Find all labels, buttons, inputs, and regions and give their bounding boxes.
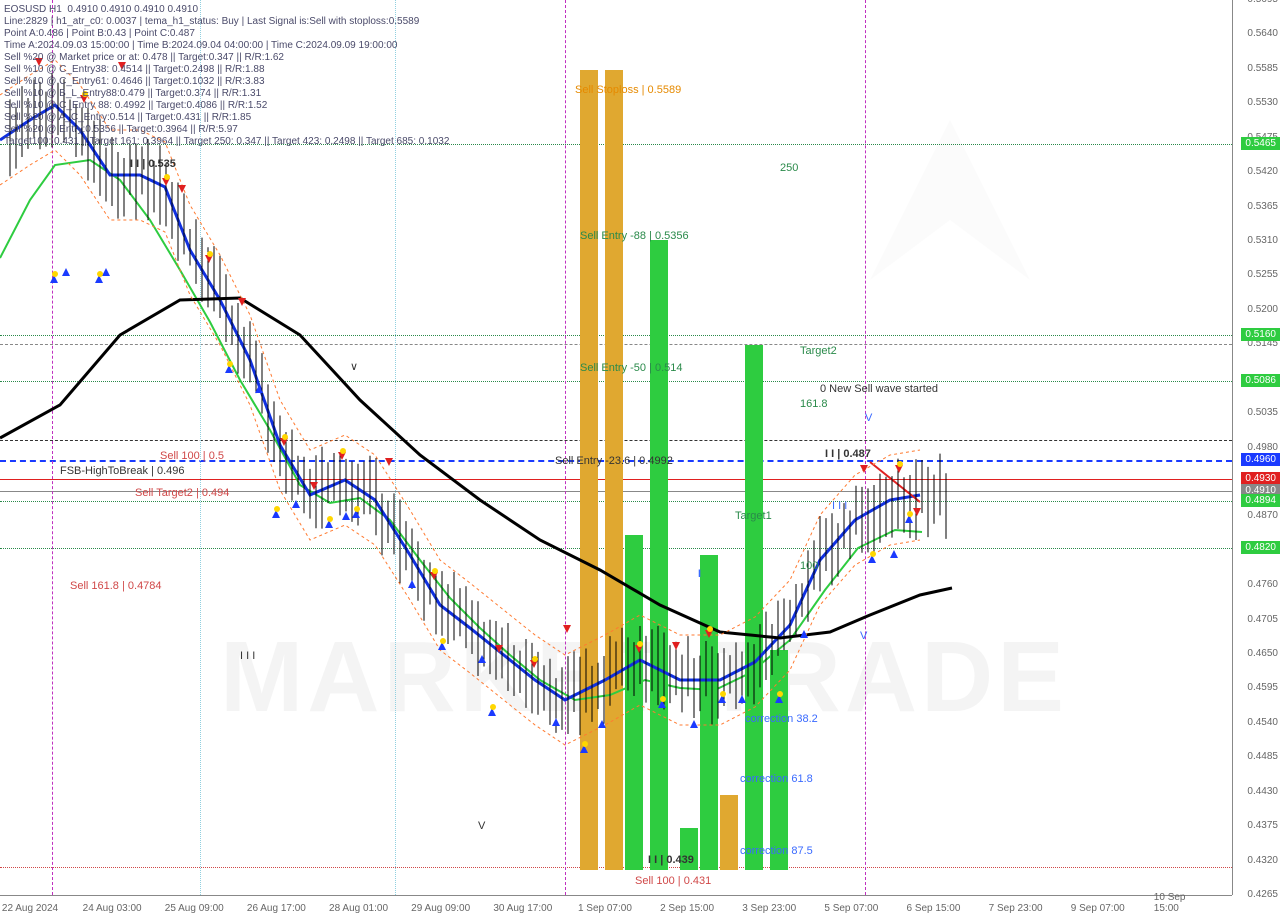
v-mark-3: V [865,412,872,424]
point-label-a: I I | 0.535 [130,158,176,170]
v-mark-2: V [860,630,867,642]
symbol-ohlc: EOSUSD H1 0.4910 0.4910 0.4910 0.4910 [4,4,198,15]
x-axis: 22 Aug 202424 Aug 03:0025 Aug 09:0026 Au… [0,895,1232,920]
point-label-b: I I | 0.439 [648,854,694,866]
chart-area[interactable]: MARKET TRADE EOSUSD H1 0.4910 0.4910 0.4… [0,0,1232,895]
i-mark: I [698,568,701,580]
bars-mark: I I I [832,500,847,512]
y-axis: 0.56950.56400.55850.55300.54750.54200.53… [1232,0,1280,895]
caret-mark: ∨ [350,360,358,373]
extra-marks: I I I [240,650,255,662]
v-mark: V [478,820,485,832]
point-label-c: I I | 0.487 [825,448,871,460]
